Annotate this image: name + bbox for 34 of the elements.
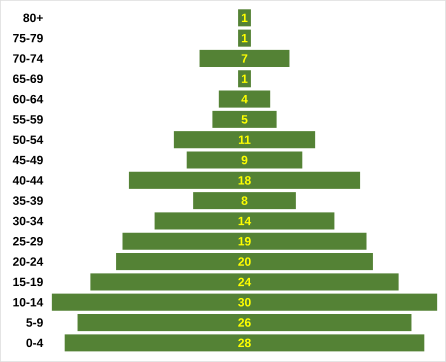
category-label: 5-9 [26, 318, 43, 327]
category-label: 40-44 [12, 176, 44, 185]
data-label: 28 [238, 338, 251, 348]
data-label: 8 [242, 196, 248, 205]
data-label: 1 [242, 34, 248, 42]
category-label: 80+ [23, 14, 43, 22]
data-label: 20 [238, 257, 251, 266]
category-label: 10-14 [13, 298, 44, 306]
category-label: 50-54 [12, 135, 44, 144]
category-label: 35-39 [12, 196, 43, 205]
data-label: 7 [242, 54, 248, 63]
data-label: 4 [241, 94, 248, 104]
category-label: 20-24 [13, 257, 44, 266]
data-label: 11 [238, 136, 251, 144]
data-label: 30 [238, 298, 251, 306]
data-label: 1 [242, 74, 248, 83]
data-label: 5 [242, 115, 248, 124]
data-label: 26 [238, 318, 251, 327]
data-label: 19 [238, 237, 251, 246]
category-label: 25-29 [13, 237, 43, 246]
category-label: 45-49 [12, 156, 43, 164]
data-label: 18 [238, 176, 251, 185]
category-label: 65-69 [13, 74, 43, 84]
category-label: 15-19 [13, 278, 43, 286]
category-label: 60-64 [13, 94, 44, 104]
data-label: 14 [238, 216, 252, 226]
data-label: 9 [242, 156, 248, 164]
category-label: 75-79 [13, 34, 43, 42]
category-label: 55-59 [12, 115, 43, 124]
data-label: 24 [238, 278, 252, 286]
category-label: 0-4 [26, 338, 44, 348]
category-label: 70-74 [13, 54, 44, 63]
category-label: 30-34 [12, 216, 44, 226]
data-label: 1 [242, 14, 248, 22]
